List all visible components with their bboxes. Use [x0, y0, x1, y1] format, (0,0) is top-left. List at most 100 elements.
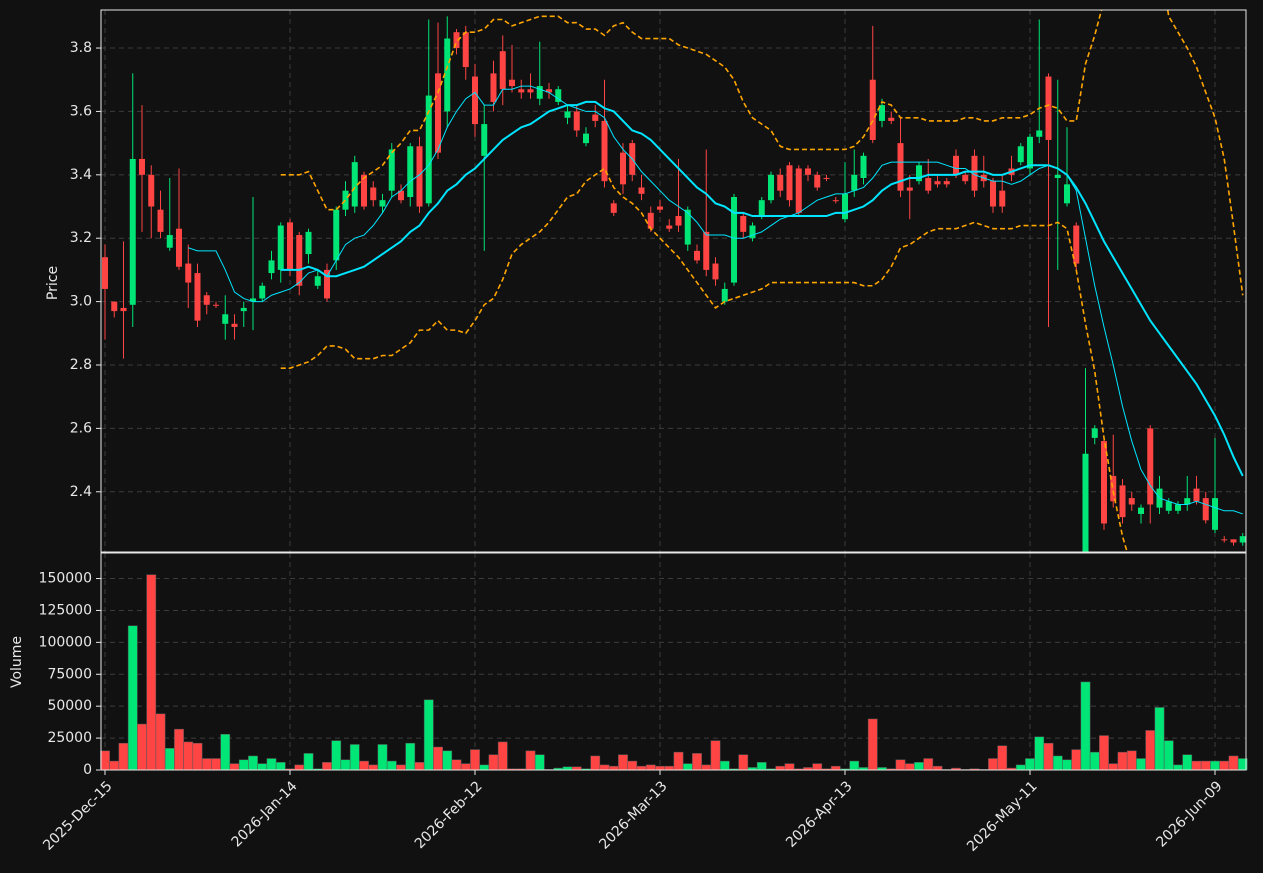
candle-body: [712, 263, 719, 280]
volume-bar: [525, 750, 536, 771]
candle-body: [869, 79, 876, 140]
volume-bar: [812, 763, 823, 771]
candle-body: [934, 181, 941, 185]
overlay-line: [280, 167, 1128, 552]
candle-body: [324, 269, 330, 299]
candle-body: [536, 86, 543, 99]
candle-body: [638, 187, 645, 194]
y-tick-label: 0: [83, 762, 92, 778]
candle-body: [925, 177, 932, 191]
volume-bar: [1136, 758, 1146, 771]
candle-body: [342, 190, 349, 210]
volume-bar: [590, 755, 601, 771]
volume-bar: [997, 745, 1008, 771]
candle-body: [601, 120, 608, 182]
volume-bar: [867, 718, 878, 771]
volume-bar: [1210, 760, 1220, 771]
candle-body: [370, 187, 377, 201]
price-axis-label: Price: [45, 266, 61, 300]
candle-body: [527, 89, 534, 93]
candle-body: [425, 95, 432, 204]
volume-bar: [248, 755, 258, 771]
candle-body: [990, 181, 996, 207]
volume-bar: [201, 758, 212, 771]
volume-bar: [636, 765, 647, 771]
candle-body: [684, 209, 691, 245]
volume-bar: [1089, 751, 1100, 771]
candle-body: [814, 174, 821, 188]
candle-body: [518, 89, 525, 93]
candle-body: [1027, 136, 1033, 169]
candle-body: [647, 212, 654, 229]
volume-bar: [396, 764, 406, 771]
y-tick-label: 3.4: [70, 167, 92, 183]
volume-bar: [1182, 754, 1193, 771]
volume-bar: [127, 625, 138, 771]
candle-body: [555, 89, 562, 102]
candle-body: [749, 225, 756, 239]
candle-body: [842, 193, 848, 220]
volume-bar: [1228, 755, 1239, 771]
y-tick-label: 2.4: [70, 484, 92, 500]
candle-body: [333, 209, 340, 261]
volume-bar: [460, 763, 471, 771]
candle-body: [287, 222, 293, 270]
volume-bar: [368, 764, 379, 771]
candle-body: [1054, 174, 1061, 178]
volume-bar: [682, 763, 693, 771]
volume-bar: [1173, 764, 1183, 771]
y-tick-label: 150000: [39, 571, 92, 587]
volume-bar: [988, 758, 998, 771]
candle-body: [971, 155, 978, 191]
candle-body: [1045, 76, 1052, 140]
candle-body: [1184, 498, 1191, 505]
volume-bar: [923, 758, 934, 771]
candle-body: [832, 200, 839, 202]
volume-bar: [627, 760, 638, 771]
candle-body: [610, 203, 617, 213]
volume-bar: [1062, 759, 1072, 771]
candle-body: [768, 174, 774, 201]
candle-body: [361, 174, 367, 207]
candle-body: [314, 276, 321, 286]
candle-body: [1221, 539, 1228, 541]
volume-bar: [1043, 742, 1054, 771]
overlay-line: [280, 100, 1244, 477]
candle-body: [564, 111, 571, 118]
candle-body: [490, 73, 497, 102]
candle-body: [240, 307, 247, 312]
candle-body: [999, 190, 1006, 207]
candle-body: [231, 323, 238, 327]
volume-bar: [331, 740, 342, 771]
volume-bar: [359, 760, 369, 771]
price-frame: [100, 9, 1247, 553]
candle-body: [268, 260, 275, 274]
volume-bar: [183, 741, 194, 771]
volume-bar: [1025, 758, 1035, 771]
candle-body: [583, 133, 589, 144]
candle-body: [120, 307, 127, 312]
volume-bar: [1126, 750, 1137, 771]
volume-bar: [599, 764, 610, 771]
volume-bar: [303, 753, 314, 771]
candle-body: [1212, 498, 1218, 530]
volume-bar: [340, 759, 351, 771]
candle-body: [823, 177, 830, 179]
price-plot: [102, 10, 1246, 552]
volume-bar: [266, 758, 277, 771]
candle-body: [1230, 539, 1237, 543]
candle-body: [462, 32, 469, 68]
volume-bar: [1154, 707, 1165, 771]
volume-bar: [229, 763, 240, 771]
volume-bar: [608, 765, 619, 771]
candle-body: [1119, 485, 1126, 518]
candle-body: [1239, 536, 1246, 543]
volume-bar: [109, 760, 120, 771]
volume-bar: [220, 734, 231, 771]
candle-body: [435, 73, 441, 153]
volume-bar: [719, 760, 730, 771]
y-tick-label: 2.8: [70, 357, 92, 373]
volume-bar: [155, 713, 166, 771]
y-tick-label: 2.6: [70, 420, 92, 436]
candle-body: [1017, 146, 1024, 163]
